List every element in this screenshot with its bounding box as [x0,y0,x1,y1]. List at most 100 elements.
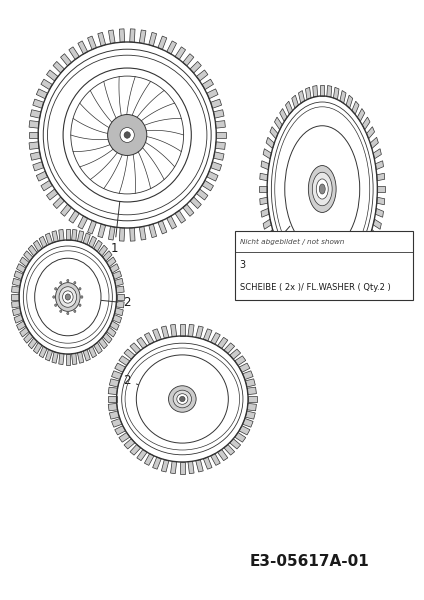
Polygon shape [98,32,106,46]
Polygon shape [333,87,339,100]
Ellipse shape [35,258,101,336]
Polygon shape [190,61,201,73]
Polygon shape [59,229,64,241]
Polygon shape [110,263,119,273]
Ellipse shape [81,296,83,298]
Polygon shape [98,224,106,238]
Polygon shape [11,294,19,300]
Polygon shape [214,152,224,160]
Ellipse shape [168,386,196,412]
Polygon shape [215,142,226,149]
Polygon shape [377,173,385,181]
Polygon shape [285,101,293,115]
Polygon shape [31,110,41,118]
Polygon shape [39,346,47,358]
Polygon shape [33,161,44,171]
Polygon shape [115,425,126,435]
Polygon shape [263,149,271,159]
Polygon shape [207,89,218,99]
Polygon shape [285,263,293,277]
Ellipse shape [65,294,70,300]
Ellipse shape [63,68,191,202]
Polygon shape [167,216,176,229]
Ellipse shape [55,287,57,290]
Polygon shape [170,461,177,473]
Polygon shape [373,219,381,229]
Polygon shape [45,233,53,245]
Polygon shape [66,229,70,240]
Polygon shape [120,29,125,42]
Polygon shape [259,186,267,192]
Polygon shape [109,411,119,419]
Polygon shape [137,337,147,349]
Ellipse shape [59,287,77,307]
Polygon shape [190,197,201,209]
Polygon shape [110,321,119,331]
Polygon shape [280,256,287,269]
Polygon shape [214,110,224,118]
Text: 2: 2 [123,374,155,390]
Polygon shape [224,445,234,455]
Polygon shape [180,462,184,474]
Polygon shape [158,220,167,234]
Polygon shape [94,343,102,353]
Polygon shape [88,36,97,50]
Polygon shape [119,356,130,365]
Text: E3-05617A-01: E3-05617A-01 [250,553,369,569]
Polygon shape [216,132,226,138]
Polygon shape [340,91,346,103]
Polygon shape [139,226,146,240]
Polygon shape [313,281,318,292]
Ellipse shape [63,291,73,303]
Polygon shape [375,161,384,170]
Polygon shape [270,239,278,251]
Polygon shape [124,349,135,359]
Polygon shape [117,294,124,300]
Polygon shape [109,379,119,387]
Polygon shape [114,308,123,316]
Polygon shape [29,132,38,138]
Polygon shape [207,171,218,181]
Polygon shape [167,41,176,54]
Polygon shape [78,231,84,242]
Polygon shape [89,346,97,358]
Polygon shape [239,363,250,373]
Polygon shape [346,270,353,283]
Polygon shape [78,41,88,54]
Polygon shape [327,86,332,97]
Polygon shape [274,117,282,130]
Polygon shape [106,257,116,267]
Polygon shape [116,301,124,308]
Polygon shape [33,343,42,353]
Polygon shape [218,449,228,461]
Polygon shape [357,109,365,122]
Polygon shape [239,425,250,435]
Polygon shape [36,171,47,181]
Ellipse shape [308,166,336,212]
Polygon shape [346,95,353,108]
Polygon shape [47,70,58,81]
Polygon shape [245,379,255,387]
Polygon shape [59,353,64,365]
Polygon shape [149,224,156,238]
Polygon shape [39,236,47,248]
Polygon shape [352,101,359,115]
Polygon shape [33,241,42,251]
Polygon shape [366,239,374,251]
Polygon shape [72,353,77,365]
Polygon shape [183,54,194,66]
Polygon shape [28,338,37,349]
Polygon shape [89,236,97,248]
Polygon shape [230,349,241,359]
FancyBboxPatch shape [235,231,413,300]
Polygon shape [108,396,117,402]
Text: 1: 1 [111,189,121,256]
Polygon shape [270,127,278,139]
Polygon shape [366,127,374,139]
Polygon shape [175,47,186,59]
Ellipse shape [74,281,76,284]
Polygon shape [305,278,311,291]
Polygon shape [298,91,304,103]
Polygon shape [211,99,222,109]
Polygon shape [175,211,186,223]
